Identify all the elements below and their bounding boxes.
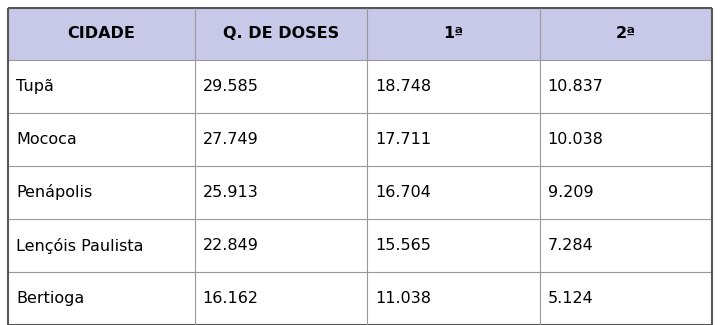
- Text: Q. DE DOSES: Q. DE DOSES: [222, 27, 339, 42]
- Bar: [539, 272, 712, 325]
- Bar: [367, 166, 539, 219]
- Text: Penápolis: Penápolis: [16, 185, 92, 201]
- Bar: [8, 60, 194, 113]
- Text: CIDADE: CIDADE: [68, 27, 135, 42]
- Bar: [8, 113, 194, 166]
- Bar: [194, 60, 367, 113]
- Text: 9.209: 9.209: [547, 185, 593, 200]
- Bar: [194, 272, 367, 325]
- Text: Bertioga: Bertioga: [16, 291, 84, 306]
- Text: 15.565: 15.565: [375, 238, 431, 253]
- Text: 5.124: 5.124: [547, 291, 593, 306]
- Bar: [194, 219, 367, 272]
- Text: 16.704: 16.704: [375, 185, 431, 200]
- Bar: [367, 272, 539, 325]
- Text: 7.284: 7.284: [547, 238, 593, 253]
- Bar: [539, 113, 712, 166]
- Bar: [539, 60, 712, 113]
- Bar: [8, 8, 194, 60]
- Text: 11.038: 11.038: [375, 291, 431, 306]
- Text: 2ª: 2ª: [616, 27, 636, 42]
- Bar: [539, 8, 712, 60]
- Bar: [8, 272, 194, 325]
- Text: 25.913: 25.913: [202, 185, 258, 200]
- Text: Mococa: Mococa: [16, 132, 77, 147]
- Bar: [367, 219, 539, 272]
- Bar: [8, 219, 194, 272]
- Bar: [539, 219, 712, 272]
- Bar: [194, 113, 367, 166]
- Text: 27.749: 27.749: [202, 132, 258, 147]
- Text: 1ª: 1ª: [444, 27, 464, 42]
- Bar: [367, 8, 539, 60]
- Bar: [8, 166, 194, 219]
- Text: 10.837: 10.837: [547, 79, 603, 94]
- Text: Tupã: Tupã: [16, 79, 54, 94]
- Text: 17.711: 17.711: [375, 132, 431, 147]
- Bar: [367, 113, 539, 166]
- Text: 22.849: 22.849: [202, 238, 258, 253]
- Bar: [194, 166, 367, 219]
- Bar: [367, 60, 539, 113]
- Text: 18.748: 18.748: [375, 79, 431, 94]
- Bar: [194, 8, 367, 60]
- Text: Lençóis Paulista: Lençóis Paulista: [16, 238, 143, 254]
- Text: 10.038: 10.038: [547, 132, 603, 147]
- Bar: [539, 166, 712, 219]
- Text: 29.585: 29.585: [202, 79, 258, 94]
- Text: 16.162: 16.162: [202, 291, 258, 306]
